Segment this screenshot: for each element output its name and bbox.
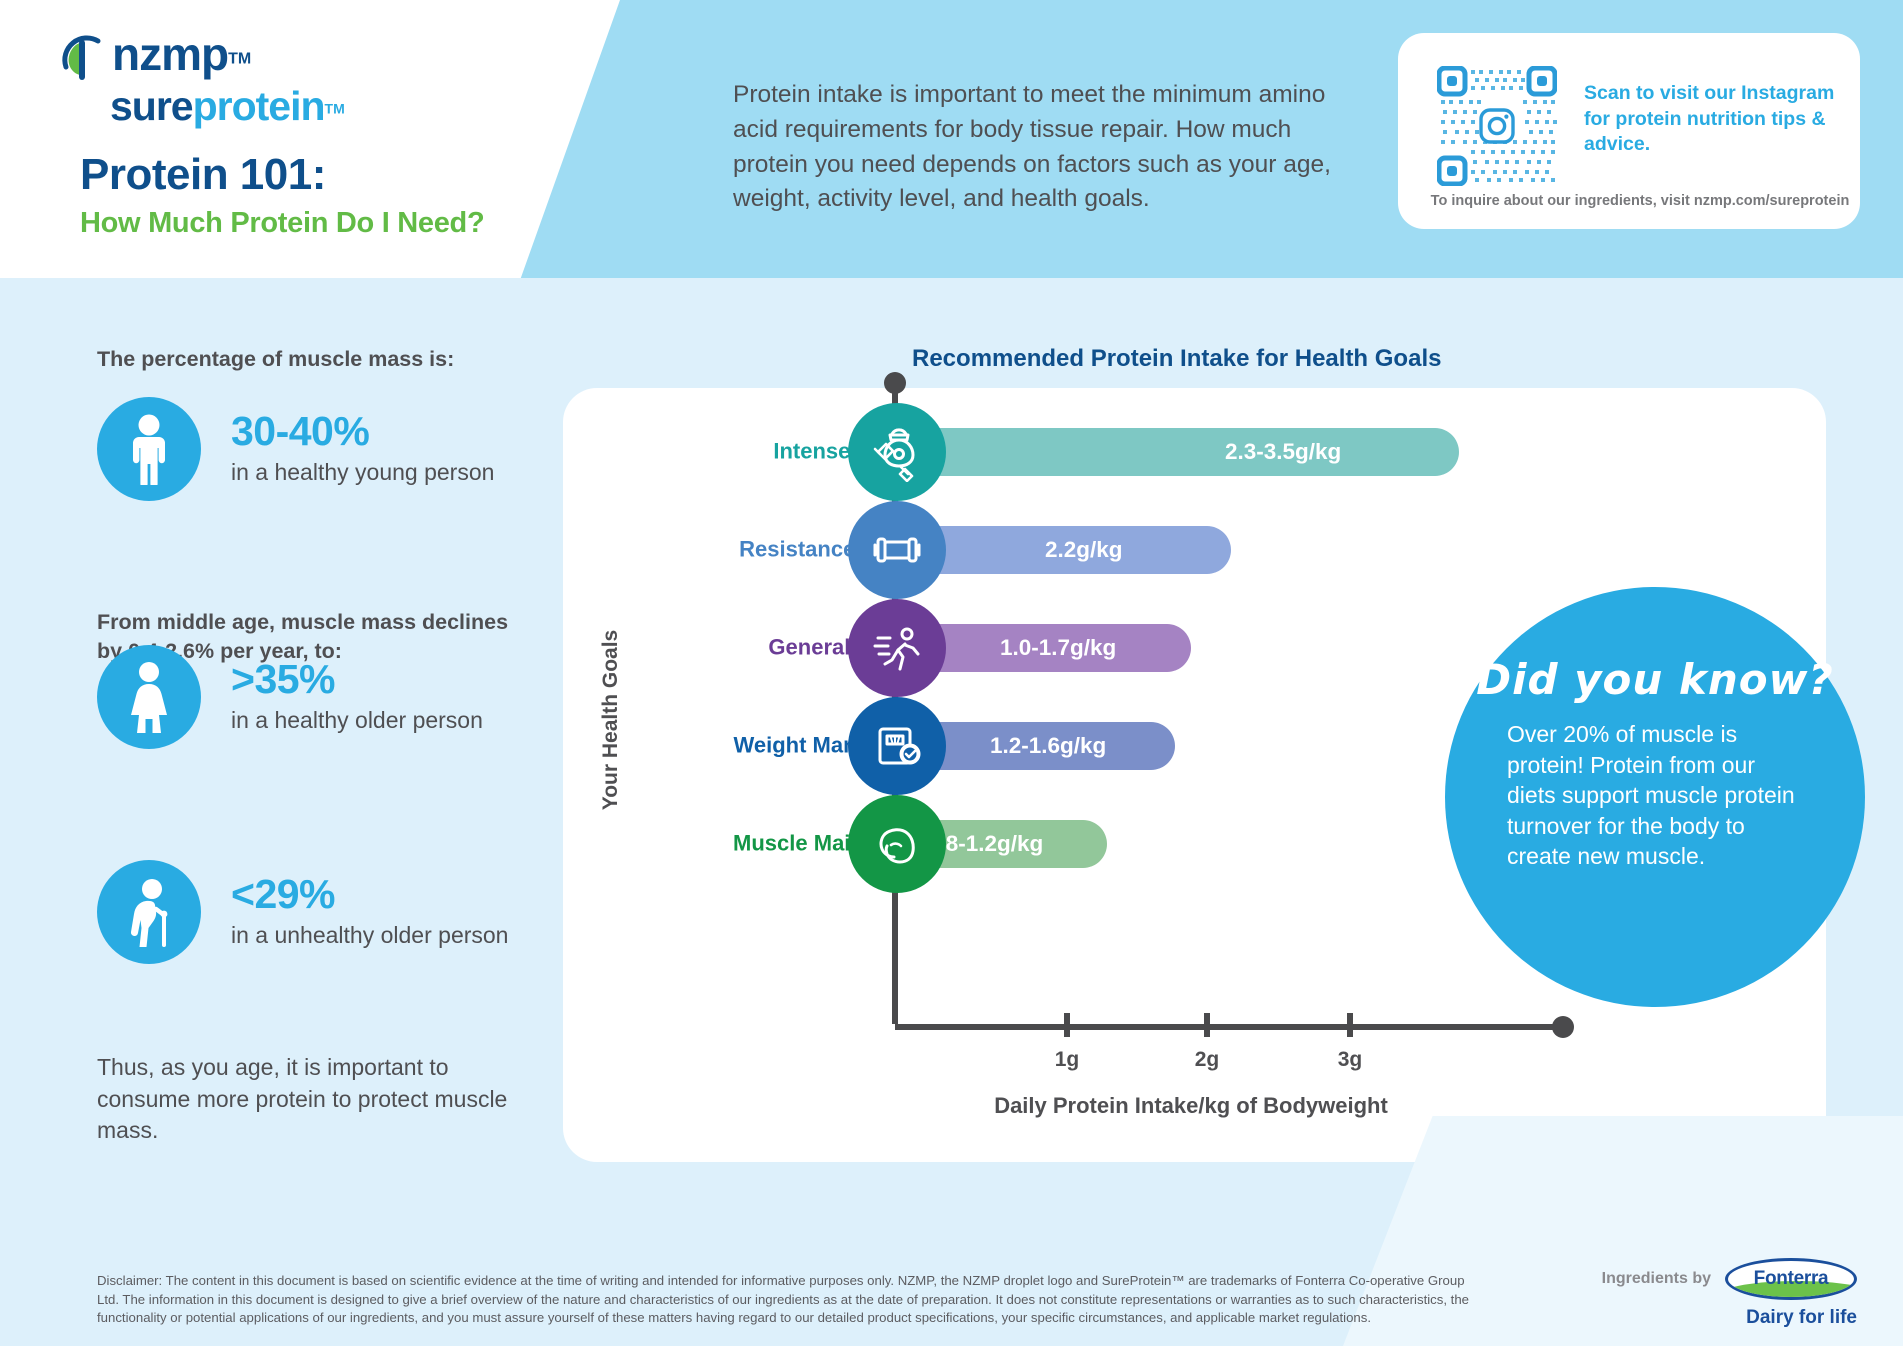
fonterra-wordmark: Fonterra — [1753, 1268, 1829, 1289]
chart-x-axis-label: Daily Protein Intake/kg of Bodyweight — [994, 1093, 1388, 1118]
instagram-icon — [1437, 66, 1557, 186]
stat-percent: 30-40% — [231, 408, 370, 455]
stat-block-unhealthy-older: <29% in a unhealthy older person — [97, 860, 508, 964]
stat-percent: >35% — [231, 656, 336, 703]
logo-tm-2: TM — [324, 100, 345, 117]
chart-x-axis-end-dot — [1552, 1016, 1574, 1038]
chart-title: Recommended Protein Intake for Health Go… — [912, 345, 1442, 372]
did-you-know-title: Did you know? — [1476, 655, 1834, 704]
x-tick-3 — [1347, 1013, 1353, 1037]
page-subtitle: How Much Protein Do I Need? — [80, 207, 485, 239]
bar-value-label: 0.8-1.2g/kg — [927, 831, 1044, 856]
stat-percent: <29% — [231, 871, 336, 918]
fonterra-swoosh — [1728, 1281, 1854, 1297]
ingredients-by-label: Ingredients by — [1601, 1270, 1711, 1287]
chart-spine-top-dot — [884, 372, 906, 394]
qr-inquire-text: To inquire about our ingredients, visit … — [1430, 193, 1850, 209]
chart-x-axis — [895, 1024, 1563, 1030]
stat-block-young: 30-40% in a healthy young person — [97, 397, 494, 501]
chart-bar-row: Resistance Training 2.2g/kg — [563, 500, 1826, 600]
fonterra-logo-icon: Fonterra — [1725, 1258, 1857, 1300]
did-you-know-body: Over 20% of muscle is protein! Protein f… — [1507, 721, 1795, 870]
did-you-know-bubble: Did you know? Over 20% of muscle is prot… — [1445, 587, 1865, 1007]
fonterra-logo-block: Ingredients by Fonterra Dairy for life — [1602, 1258, 1857, 1329]
logo-sure-text: sure — [110, 83, 194, 129]
muscle-mass-lead-text: The percentage of muscle mass is: — [97, 347, 455, 371]
running-person-icon — [848, 599, 946, 697]
footer-wedge — [1343, 1116, 1903, 1346]
x-tick-label: 3g — [1337, 1048, 1363, 1071]
stat-description: in a unhealthy older person — [231, 922, 509, 949]
qr-code-icon — [1436, 65, 1558, 187]
chart-bar-row: Weight Management 1.2-1.6g/kg — [563, 696, 1826, 796]
logo-protein-text: protein — [192, 83, 326, 129]
elderly-person-cane-icon — [97, 860, 201, 964]
bar-value-label: 2.3-3.5g/kg — [1225, 439, 1342, 464]
x-tick-label: 2g — [1194, 1048, 1220, 1071]
stat-description: in a healthy young person — [231, 459, 495, 486]
nzmp-sureprotein-logo: nzmpTM sureproteinTM — [58, 31, 478, 130]
logo-nzmp-text: nzmp — [112, 28, 229, 80]
chart-bar-row: Muscle Maintenance 0.8-1.2g/kg — [563, 794, 1826, 894]
stat-description: in a healthy older person — [231, 707, 483, 734]
intro-paragraph: Protein intake is important to meet the … — [733, 81, 1331, 213]
bar-value-label: 1.2-1.6g/kg — [990, 733, 1107, 758]
x-tick-1 — [1064, 1013, 1070, 1037]
woman-icon — [97, 645, 201, 749]
stat-block-healthy-older: >35% in a healthy older person — [97, 645, 483, 749]
droplet-logo-icon — [58, 33, 110, 85]
qr-scan-text: Scan to visit our Instagram for protein … — [1584, 82, 1835, 156]
dumbbell-icon — [848, 501, 946, 599]
x-tick-label: 1g — [1054, 1048, 1080, 1071]
bar-fill: 2.3-3.5g/kg — [895, 428, 1459, 476]
bar-value-label: 1.0-1.7g/kg — [1000, 635, 1117, 660]
page-title: Protein 101: — [80, 150, 326, 199]
chart-bar-row: General Exercise 1.0-1.7g/kg — [563, 598, 1826, 698]
flexed-bicep-icon — [848, 795, 946, 893]
dairy-for-life-tagline: Dairy for life — [1746, 1307, 1857, 1328]
muscle-conclusion-text: Thus, as you age, it is important to con… — [97, 1054, 508, 1144]
footer-disclaimer: Disclaimer: The content in this document… — [97, 1273, 1470, 1326]
page-header: nzmpTM sureproteinTM Protein 101: How Mu… — [0, 0, 1903, 278]
qr-card: Scan to visit our Instagram for protein … — [1398, 33, 1860, 229]
muscle-decline-text: From middle age, muscle mass declines by… — [97, 610, 509, 664]
chart-card: Your Health Goals Intense Exercise 2.3-3… — [563, 372, 1826, 1162]
standing-person-icon — [97, 397, 201, 501]
bar-value-label: 2.2g/kg — [1045, 537, 1123, 562]
header-white-panel — [0, 0, 620, 278]
chart-bar-row: Intense Exercise 2.3-3.5g/kg — [563, 402, 1826, 502]
kettlebell-dumbbell-icon — [848, 403, 946, 501]
logo-tm-1: TM — [228, 50, 252, 68]
weight-scale-check-icon — [848, 697, 946, 795]
bar-fill: 2.2g/kg — [895, 526, 1231, 574]
x-tick-2 — [1204, 1013, 1210, 1037]
